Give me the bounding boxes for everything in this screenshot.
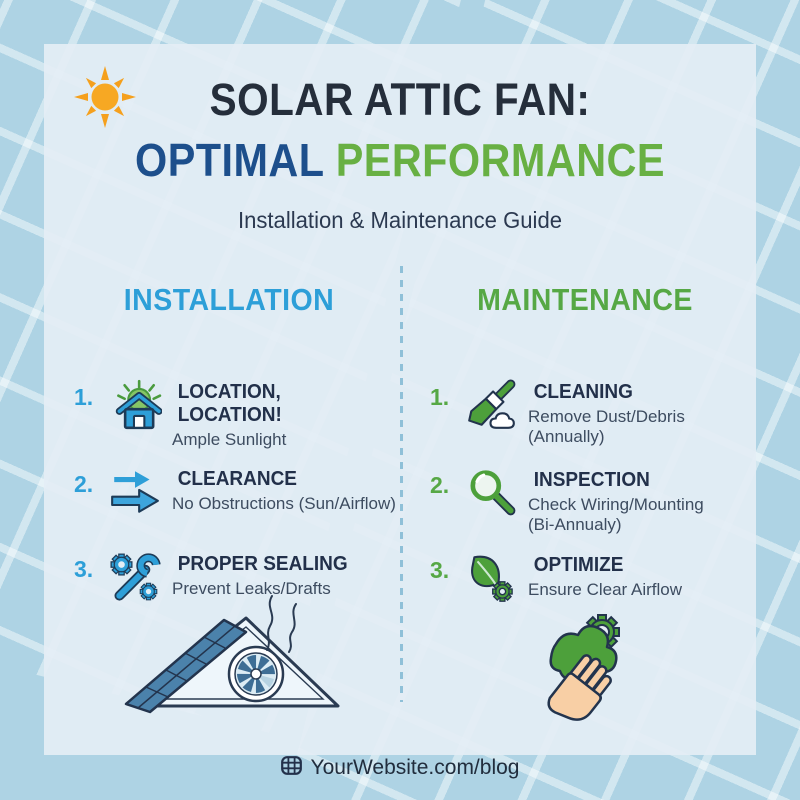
paintbrush-icon xyxy=(464,378,518,432)
item-subtitle: Ensure Clear Airflow xyxy=(528,580,683,599)
house-sunrise-icon xyxy=(108,378,163,432)
attic-roof-solar-fan-illustration xyxy=(122,586,352,723)
item-subtitle: Check Wiring/Mounting (Bi-Annualy) xyxy=(528,495,704,535)
item-number: 1. xyxy=(430,384,450,410)
item-subtitle: Remove Dust/Debris (Annually) xyxy=(528,407,685,447)
item-title: INSPECTION xyxy=(533,469,650,491)
hand-cleaning-gear-illustration xyxy=(522,592,657,737)
infographic-card: SOLAR ATTIC FAN: OPTIMAL PERFORMANCE Ins… xyxy=(44,44,756,755)
item-subtitle: No Obstructions (Sun/Airflow) xyxy=(172,494,396,513)
item-title: PROPER SEALING xyxy=(177,553,348,575)
item-title: OPTIMIZE xyxy=(533,554,624,576)
list-item-sealing: 3. xyxy=(74,550,390,604)
list-item-optimize: 3. xyxy=(430,551,746,605)
item-title: CLEANING xyxy=(533,381,633,403)
column-divider xyxy=(400,266,403,702)
header: SOLAR ATTIC FAN: OPTIMAL PERFORMANCE Ins… xyxy=(44,74,756,234)
item-number: 2. xyxy=(74,471,94,497)
maintenance-heading: MAINTENANCE xyxy=(477,282,693,317)
footer: YourWebsite.com/blog xyxy=(0,756,800,780)
item-subtitle: Ample Sunlight xyxy=(172,430,287,449)
page-title-line1: SOLAR ATTIC FAN: xyxy=(209,74,591,125)
footer-link[interactable]: YourWebsite.com/blog xyxy=(310,756,520,779)
title-optimal: OPTIMAL xyxy=(135,134,324,186)
title-performance: PERFORMANCE xyxy=(335,134,665,186)
page-subtitle: Installation & Maintenance Guide xyxy=(237,207,563,233)
page-title-line2: OPTIMAL PERFORMANCE xyxy=(80,133,721,187)
wrench-gears-icon xyxy=(108,550,162,604)
item-number: 2. xyxy=(430,472,450,498)
item-subtitle: Prevent Leaks/Drafts xyxy=(172,579,331,598)
maintenance-column: MAINTENANCE 1. CLEANING xyxy=(424,282,746,738)
magnifier-icon xyxy=(464,466,518,520)
list-item-location: 1. xyxy=(74,378,390,450)
list-item-cleaning: 1. CLEANING Remove Dust/Debris (Annually… xyxy=(430,378,746,448)
installation-column: INSTALLATION 1. xyxy=(68,282,396,738)
leaf-gear-icon xyxy=(464,551,518,605)
item-number: 3. xyxy=(74,556,94,582)
double-arrow-icon xyxy=(108,465,162,519)
panel-grid-icon xyxy=(280,756,302,780)
sun-icon xyxy=(68,60,142,134)
list-item-inspection: 2. INSPECTION Check Wiring/Mounting (Bi-… xyxy=(430,466,746,536)
installation-heading: INSTALLATION xyxy=(123,282,335,317)
item-title: LOCATION, LOCATION! xyxy=(177,381,282,426)
item-number: 3. xyxy=(430,557,450,583)
item-title: CLEARANCE xyxy=(177,468,297,490)
item-number: 1. xyxy=(74,384,94,410)
list-item-clearance: 2. CLEARANCE No Obstructions (Sun/Airflo… xyxy=(74,465,396,519)
